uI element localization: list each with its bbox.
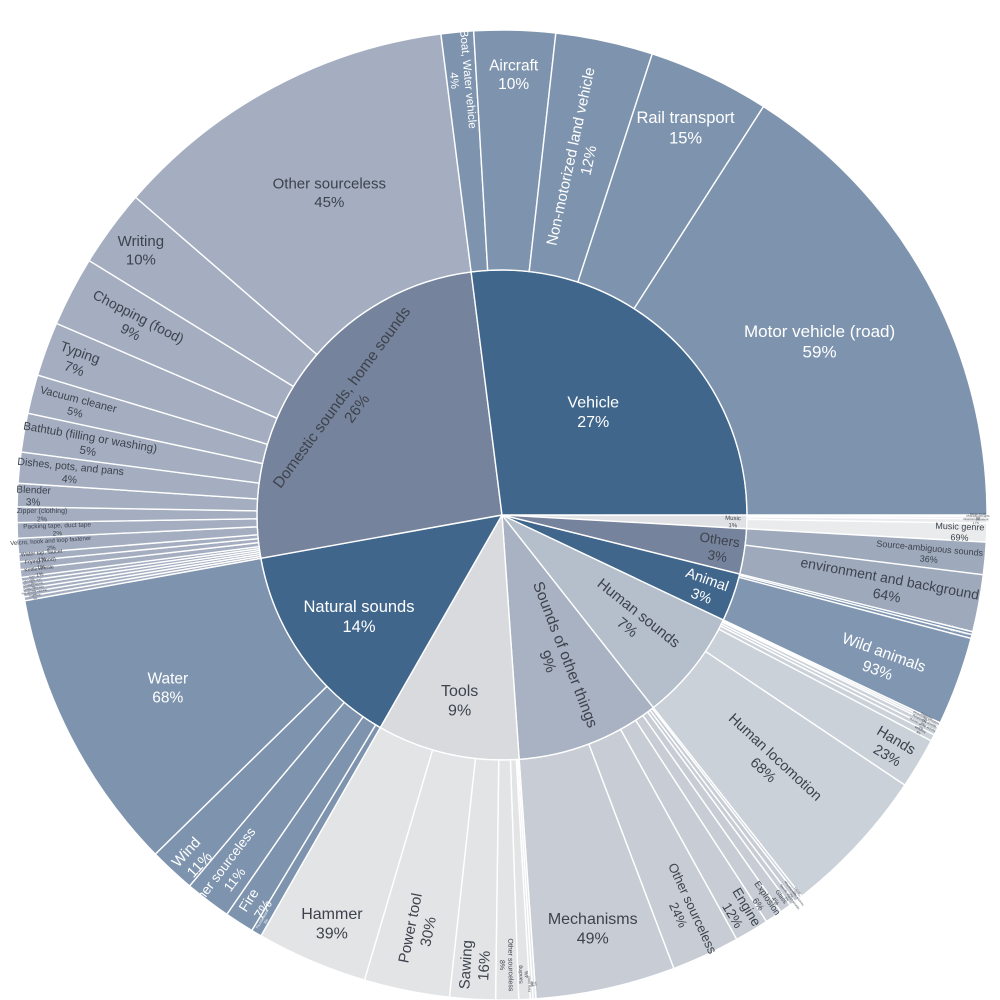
svg-text:Music1%: Music1% [725, 516, 741, 530]
svg-text:Sink (filling or washing)0%: Sink (filling or washing)0% [21, 588, 48, 598]
svg-text:Digestive1%: Digestive1% [919, 711, 934, 723]
svg-text:Liquid1%: Liquid1% [791, 886, 802, 897]
svg-text:Packing tape, duct tape2%: Packing tape, duct tape2% [23, 521, 92, 538]
svg-text:Sanding4%: Sanding4% [518, 965, 531, 984]
svg-text:Chopping (wood)0%: Chopping (wood)0% [23, 582, 43, 591]
svg-text:Filing (rasp)1%: Filing (rasp)1% [527, 976, 536, 992]
svg-text:Music genre69%: Music genre69% [935, 521, 985, 544]
svg-text:Others3%: Others3% [696, 529, 741, 566]
svg-text:Kettle whistle1%: Kettle whistle1% [24, 564, 55, 580]
svg-text:Motor vehicle (road)59%: Motor vehicle (road) 59% [744, 322, 895, 362]
svg-text:Whistling3%: Whistling3% [912, 725, 927, 738]
svg-text:Musical instrument17%: Musical instrument17% [963, 517, 988, 525]
svg-text:Sawing16%: Sawing16% [456, 940, 494, 991]
svg-text:Drill1%: Drill1% [530, 981, 538, 987]
svg-text:Cutlery, silverware0%: Cutlery, silverware0% [23, 585, 45, 594]
svg-text:Water tap, faucet1%: Water tap, faucet1% [21, 549, 64, 565]
svg-text:Velcro, hook and loop fastener: Velcro, hook and loop fastener2% [10, 536, 92, 554]
svg-text:Frying (food)1%: Frying (food)1% [24, 557, 57, 573]
svg-text:Domestic animals, pets4%: Domestic animals, pets4% [936, 624, 968, 639]
svg-text:Blender3%: Blender3% [16, 484, 52, 509]
svg-text:Zipper (clothing)2%: Zipper (clothing) 2% [17, 508, 68, 524]
svg-text:Livestock, farm animals3%: Livestock, farm animals3% [937, 621, 970, 636]
svg-text:Other sourceless8%: Other sourceless8% [498, 938, 514, 992]
svg-text:Microwave oven0%: Microwave oven0% [23, 578, 42, 587]
svg-text:Door0%: Door0% [29, 575, 35, 582]
svg-text:Toilet flush0%: Toilet flush0% [29, 593, 42, 601]
